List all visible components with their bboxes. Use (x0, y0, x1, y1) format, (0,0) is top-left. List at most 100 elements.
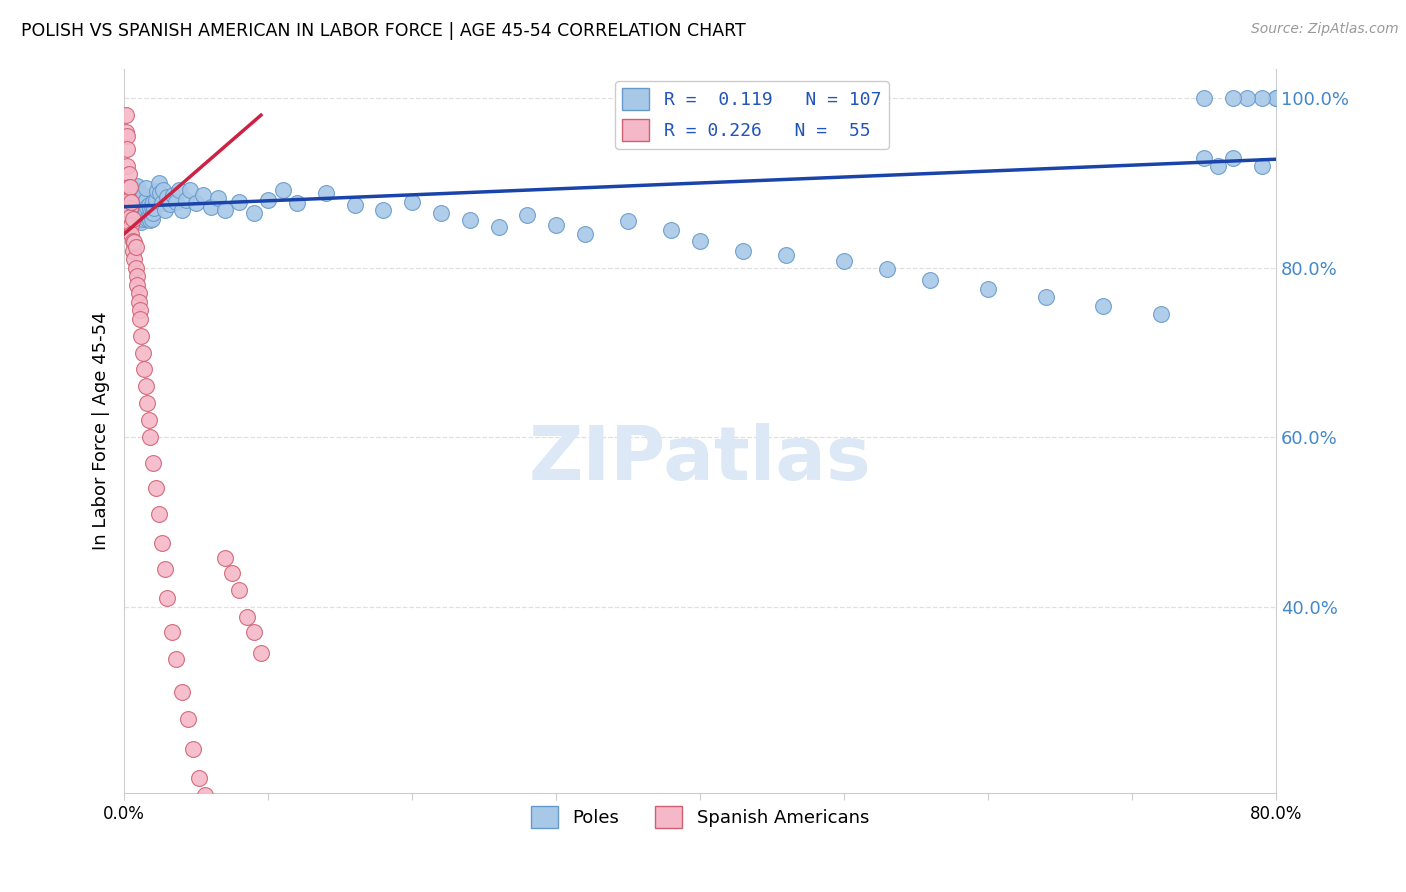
Point (193, 187, 215, 202)
Point (257, 193, 280, 207)
Point (165, 652, 187, 666)
Point (118, 203, 141, 218)
Point (117, 168, 139, 182)
Point (150, 196, 173, 211)
Point (977, 282, 1000, 296)
Point (132, 200, 155, 214)
Point (214, 550, 236, 565)
Point (125, 260, 148, 275)
Point (121, 211, 143, 226)
Point (1222, 151, 1244, 165)
Point (546, 219, 568, 233)
Point (1265, 91, 1288, 105)
Point (165, 194, 187, 209)
Point (127, 191, 149, 205)
Point (186, 196, 208, 211)
Point (114, 193, 136, 207)
Point (124, 252, 146, 267)
Point (127, 277, 149, 292)
Point (250, 647, 273, 661)
Point (120, 227, 142, 241)
Point (235, 610, 257, 624)
Point (138, 413, 160, 427)
Point (128, 202, 150, 216)
Point (1250, 91, 1272, 105)
Point (207, 799, 229, 814)
Point (129, 210, 152, 224)
Point (136, 211, 159, 226)
Point (143, 202, 166, 216)
Point (516, 208, 538, 222)
Y-axis label: In Labor Force | Age 45-54: In Labor Force | Age 45-54 (93, 311, 110, 550)
Point (138, 210, 160, 224)
Point (132, 211, 155, 226)
Point (124, 194, 146, 209)
Point (117, 180, 139, 194)
Point (153, 562, 176, 576)
Point (162, 187, 184, 202)
Point (148, 176, 170, 190)
Point (153, 203, 176, 218)
Point (1150, 307, 1173, 321)
Point (243, 625, 266, 640)
Point (138, 198, 160, 212)
Point (121, 186, 143, 201)
Point (315, 186, 337, 201)
Point (170, 684, 193, 698)
Point (120, 193, 142, 207)
Point (117, 202, 139, 216)
Point (214, 203, 236, 218)
Point (118, 194, 141, 209)
Point (135, 204, 157, 219)
Point (228, 194, 250, 209)
Point (128, 286, 150, 301)
Point (135, 379, 157, 393)
Point (118, 180, 141, 194)
Point (125, 200, 148, 214)
Point (142, 456, 165, 470)
Point (920, 273, 942, 287)
Point (114, 125, 136, 139)
Point (120, 194, 142, 209)
Point (430, 206, 453, 220)
Point (174, 193, 197, 207)
Point (132, 345, 155, 359)
Legend: Poles, Spanish Americans: Poles, Spanish Americans (523, 798, 876, 835)
Point (128, 294, 150, 309)
Point (1035, 290, 1057, 304)
Point (179, 183, 201, 197)
Point (129, 186, 152, 201)
Point (139, 430, 162, 444)
Point (118, 183, 141, 197)
Point (134, 208, 156, 222)
Point (148, 507, 170, 521)
Point (1192, 151, 1215, 165)
Point (659, 222, 682, 236)
Point (200, 795, 222, 809)
Point (167, 183, 190, 197)
Point (125, 187, 148, 202)
Point (775, 248, 797, 262)
Point (115, 159, 138, 173)
Point (136, 200, 159, 214)
Point (131, 203, 153, 218)
Point (134, 362, 156, 376)
Point (145, 193, 167, 207)
Point (129, 311, 152, 326)
Point (176, 712, 198, 726)
Point (132, 187, 155, 202)
Point (1208, 159, 1230, 173)
Point (129, 303, 152, 318)
Point (1192, 91, 1215, 105)
Point (188, 771, 211, 785)
Point (373, 203, 395, 218)
Point (1265, 91, 1288, 105)
Point (207, 191, 229, 205)
Point (121, 234, 143, 248)
Point (141, 200, 163, 214)
Point (145, 481, 167, 495)
Point (228, 582, 250, 597)
Point (1222, 91, 1244, 105)
Point (115, 185, 138, 199)
Point (120, 180, 142, 194)
